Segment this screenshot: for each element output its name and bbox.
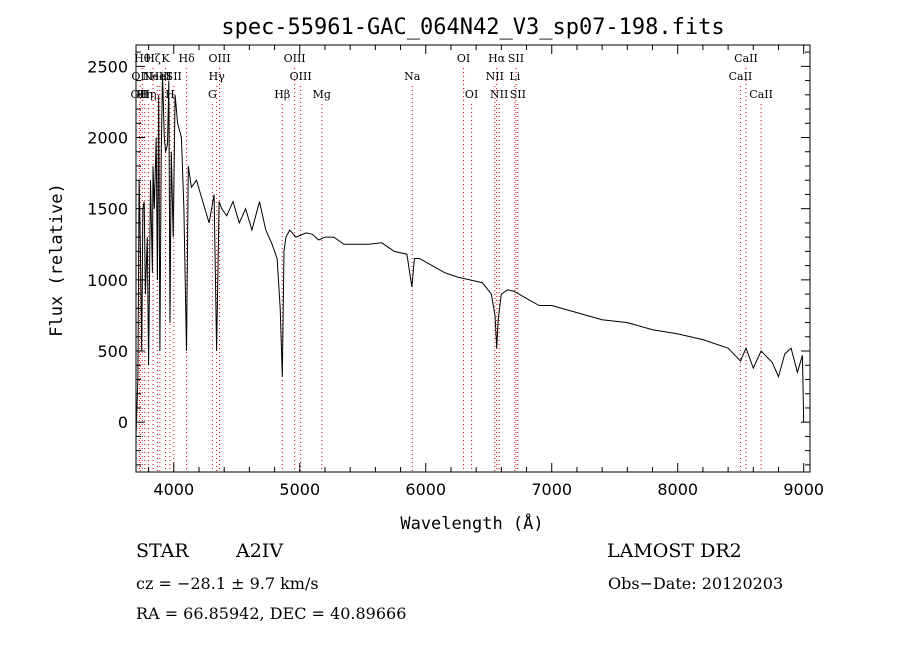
line-marker-labels: OIIOIIHθHηHηHζNeIIIHeIKHSIIHδGHγOIIIHβOI…: [131, 52, 773, 101]
line-marker-label: CaII: [734, 52, 758, 65]
line-marker-label: NII: [490, 88, 508, 101]
survey-name: LAMOST DR2: [607, 540, 742, 562]
line-marker-label: Hη: [137, 88, 153, 101]
line-marker-label: OI: [457, 52, 470, 65]
redshift-text: cz = −28.1 ± 9.7 km/s: [136, 574, 319, 593]
x-tick-label: 6000: [405, 480, 446, 499]
y-tick-label: 1000: [87, 271, 128, 290]
line-marker-label: OIII: [290, 70, 312, 83]
line-marker-label: Hδ: [179, 52, 196, 65]
line-marker-label: HeI: [150, 70, 170, 83]
x-tick-label: 8000: [657, 480, 698, 499]
line-marker-label: OIII: [208, 52, 230, 65]
chart-title: spec-55961-GAC_064N42_V3_sp07-198.fits: [221, 15, 724, 40]
line-marker-label: OI: [465, 88, 478, 101]
x-axis-label: Wavelength (Å): [400, 512, 543, 534]
line-marker-label: Hγ: [209, 70, 226, 83]
line-marker-label: Hα: [488, 52, 506, 65]
coordinates: RA = 66.85942, DEC = 40.89666: [136, 604, 407, 623]
line-marker-label: SII: [166, 70, 182, 83]
line-markers: [138, 68, 762, 472]
y-tick-label: 0: [118, 413, 128, 432]
x-tick-label: 9000: [783, 480, 824, 499]
line-marker-label: Mg: [313, 88, 331, 101]
line-marker-label: SII: [508, 52, 524, 65]
x-tick-label: 4000: [153, 480, 194, 499]
spectral-subclass: A2IV: [236, 540, 284, 562]
line-marker-label: Hθ: [134, 52, 151, 65]
y-tick-label: 500: [97, 342, 128, 361]
line-marker-label: CaII: [729, 70, 753, 83]
line-marker-label: H: [165, 88, 175, 101]
line-marker-label: NeIII: [143, 70, 172, 83]
obs-date: Obs−Date: 20120203: [608, 574, 784, 593]
axis-ticks: 4000 5000 6000 7000 8000 9000 0 500 1000 1500 2000…: [87, 45, 824, 499]
y-tick-label: 1500: [87, 200, 128, 219]
line-marker-label: OIII: [284, 52, 306, 65]
line-marker-label: Hβ: [274, 88, 290, 101]
x-tick-label: 5000: [279, 480, 320, 499]
plot-frame: [135, 44, 811, 473]
line-marker-label: K: [161, 52, 170, 65]
line-marker-label: G: [208, 88, 217, 101]
line-marker-label: CaII: [749, 88, 773, 101]
line-marker-label: Li: [509, 70, 520, 83]
line-marker-label: Hη: [140, 88, 156, 101]
y-axis-label: Flux (relative): [47, 183, 67, 337]
y-tick-label: 2500: [87, 57, 128, 76]
axes: [135, 44, 811, 473]
object-class: STAR: [136, 540, 189, 562]
line-marker-label: Hζ: [145, 52, 161, 65]
line-marker-label: NII: [486, 70, 504, 83]
y-tick-label: 2000: [87, 129, 128, 148]
line-marker-label: SII: [510, 88, 526, 101]
line-marker-label: Na: [404, 70, 421, 83]
spectrum-line: [135, 73, 805, 437]
x-tick-label: 7000: [531, 480, 572, 499]
